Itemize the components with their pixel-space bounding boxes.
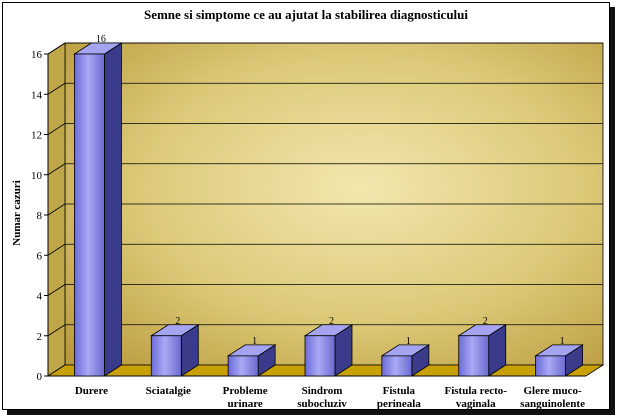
- data-label: 2: [329, 316, 334, 327]
- bar-chart: Semne si simptome ce au ajutat la stabil…: [11, 7, 605, 409]
- x-tick-label-line: sanguinolente: [520, 398, 585, 409]
- y-tick-label: 10: [31, 170, 43, 182]
- bar-front: [150, 335, 182, 377]
- y-tick-label: 4: [37, 291, 43, 303]
- x-tick-label: Sindrom subocluziv: [297, 385, 347, 409]
- y-tick-label: 0: [37, 371, 43, 383]
- y-tick-label: 12: [31, 130, 42, 142]
- x-tick-label-line: urinare: [228, 398, 263, 409]
- plot-area: 024681012141616Durere2Sciatalgie1Problem…: [31, 34, 605, 409]
- bar-front: [74, 53, 105, 377]
- x-tick-label-line: subocluziv: [297, 398, 347, 409]
- gridline-depth: [47, 243, 66, 256]
- y-tick-label: 16: [31, 49, 43, 61]
- bar: [149, 324, 200, 377]
- x-tick-label: Glere muco-sanguinolente: [520, 385, 585, 409]
- bar-front: [535, 355, 566, 377]
- y-tick-label: 14: [31, 89, 43, 101]
- gridline-depth: [47, 42, 66, 55]
- chart-title: Semne si simptome ce au ajutat la stabil…: [144, 7, 468, 22]
- data-label: 1: [560, 336, 565, 347]
- x-tick-label-line: Probleme: [223, 385, 268, 397]
- gridline-depth: [47, 82, 66, 95]
- gridline-depth: [47, 163, 66, 176]
- bar-front: [458, 335, 490, 377]
- y-tick-label: 8: [37, 210, 43, 222]
- gridline-depth: [47, 324, 66, 337]
- gridline-depth: [47, 123, 66, 135]
- bar: [457, 324, 508, 377]
- data-label: 1: [406, 336, 411, 347]
- data-label: 2: [175, 316, 180, 327]
- bar-side: [104, 42, 122, 377]
- x-tick-label-line: vaginala: [456, 398, 496, 409]
- bar-front: [304, 335, 336, 377]
- x-tick-label: Fistula perineala: [377, 385, 421, 409]
- bar: [380, 344, 431, 377]
- x-tick-label: Durere: [75, 385, 108, 397]
- x-tick-label-line: Sindrom: [302, 385, 343, 397]
- x-tick-label-line: Sciatalgie: [146, 385, 191, 397]
- bar: [534, 344, 584, 377]
- bar-front: [381, 355, 413, 377]
- x-tick-label: Sciatalgie: [146, 385, 191, 397]
- gridline-depth: [47, 284, 66, 296]
- bar-front: [227, 355, 259, 377]
- y-tick-label: 6: [37, 250, 43, 262]
- bar: [226, 344, 277, 377]
- data-label: 16: [96, 34, 106, 45]
- data-label: 2: [483, 316, 488, 327]
- bar: [73, 42, 123, 377]
- y-axis-label: Numar cazuri: [11, 180, 23, 245]
- y-tick-label: 2: [37, 331, 43, 343]
- bar: [303, 324, 354, 377]
- x-tick-label-line: Glere muco-: [524, 385, 582, 397]
- x-tick-label: Probleme urinare: [223, 385, 268, 409]
- x-tick-label: Fistula recto-vaginala: [445, 385, 508, 409]
- chart-frame: Semne si simptome ce au ajutat la stabil…: [2, 2, 610, 410]
- x-tick-label-line: Durere: [75, 385, 108, 397]
- data-label: 1: [252, 336, 257, 347]
- gridline-depth: [47, 203, 66, 216]
- x-tick-label-line: perineala: [377, 398, 421, 409]
- x-tick-label-line: Fistula: [383, 385, 416, 397]
- x-tick-label-line: Fistula recto-: [445, 385, 508, 397]
